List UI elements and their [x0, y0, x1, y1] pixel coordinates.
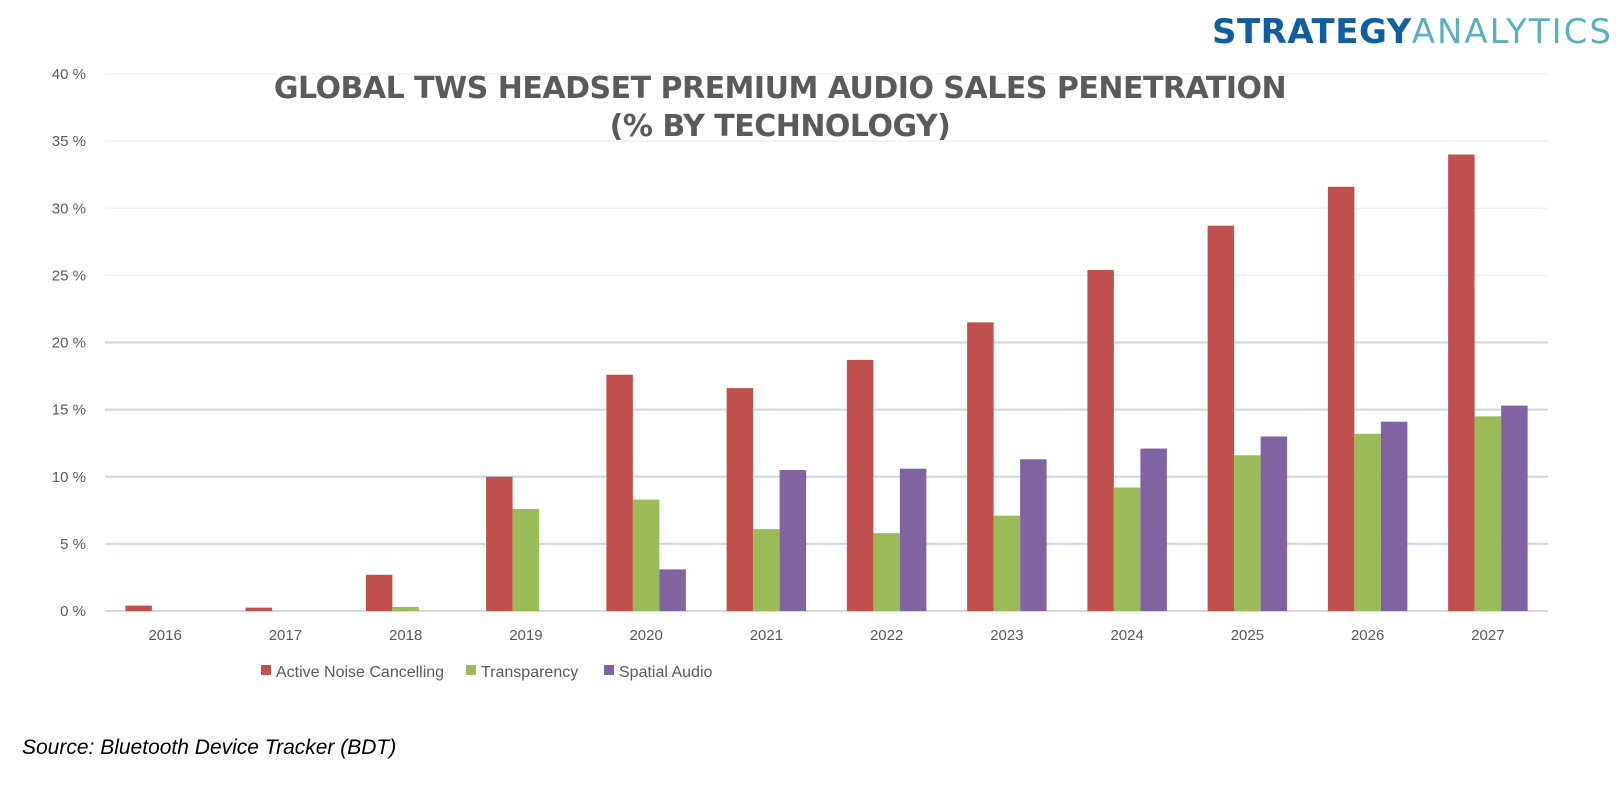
bar-transparency-2023	[993, 515, 1021, 611]
bar-active-noise-cancelling-2024	[1087, 270, 1114, 611]
bar-transparency-2020	[632, 499, 660, 611]
x-axis-ticks: 2016 2017 2018 2019 2020 2021 2022 2023 2024 2025…	[148, 627, 1504, 644]
bar-chart: 0 %5 %10 %15 %20 %25 %30 %35 %40 % 2016 2…	[52, 66, 1548, 681]
bar-active-noise-cancelling-2018	[365, 574, 393, 611]
y-tick-label: 15 %	[52, 402, 86, 419]
bar-transparency-2026	[1354, 433, 1381, 611]
bar-active-noise-cancelling-2023	[967, 322, 994, 611]
y-tick-label: 30 %	[52, 200, 86, 217]
chart-title-line1: GLOBAL TWS HEADSET PREMIUM AUDIO SALES P…	[273, 71, 1287, 106]
x-tick-label: 2026	[1351, 627, 1384, 644]
legend-swatch	[466, 665, 476, 675]
y-tick-label: 40 %	[52, 66, 86, 83]
legend-label: Active Noise Cancelling	[276, 664, 444, 681]
chart-title-line2: (% BY TECHNOLOGY)	[609, 109, 951, 144]
y-tick-label: 35 %	[52, 133, 86, 150]
chart-title: GLOBAL TWS HEADSET PREMIUM AUDIO SALES P…	[260, 70, 1300, 146]
x-tick-label: 2023	[990, 627, 1023, 644]
x-tick-label: 2024	[1110, 627, 1143, 644]
bar-active-noise-cancelling-2025	[1207, 225, 1235, 611]
bar-spatial-audio-2026	[1380, 421, 1408, 611]
bar-spatial-audio-2022	[899, 468, 927, 611]
y-tick-label: 0 %	[60, 603, 86, 620]
x-tick-label: 2016	[148, 627, 181, 644]
x-tick-label: 2019	[509, 627, 542, 644]
y-tick-label: 25 %	[52, 267, 86, 284]
bar-transparency-2024	[1113, 487, 1141, 611]
bar-transparency-2019	[512, 508, 540, 611]
logo-part-analytics: ANALYTICS	[1411, 12, 1613, 52]
x-tick-label: 2022	[870, 627, 903, 644]
bar-active-noise-cancelling-2021	[726, 388, 754, 611]
strategy-analytics-logo: STRATEGYANALYTICS	[1212, 12, 1613, 52]
bar-transparency-2022	[873, 533, 900, 611]
x-tick-label: 2020	[629, 627, 662, 644]
bar-spatial-audio-2027	[1501, 405, 1528, 611]
gridlines	[105, 73, 1548, 612]
x-tick-label: 2021	[750, 627, 783, 644]
legend-label: Spatial Audio	[619, 664, 713, 681]
bar-active-noise-cancelling-2020	[606, 374, 633, 611]
legend: Active Noise Cancelling Transparency Spati…	[261, 664, 713, 681]
bar-active-noise-cancelling-2022	[846, 359, 874, 611]
bar-transparency-2027	[1474, 416, 1502, 611]
legend-swatch	[261, 665, 271, 675]
bar-active-noise-cancelling-2017	[245, 607, 273, 611]
logo-part-strategy: STRATEGY	[1212, 12, 1412, 52]
bar-active-noise-cancelling-2016	[125, 605, 152, 611]
y-axis-ticks: 0 % 5 % 10 % 15 % 20 % 25 % 30 % 35 % 40 %	[52, 66, 86, 620]
x-tick-label: 2025	[1231, 627, 1264, 644]
y-tick-label: 20 %	[52, 335, 86, 352]
bar-spatial-audio-2025	[1260, 436, 1288, 611]
bar-active-noise-cancelling-2027	[1448, 154, 1475, 612]
bars	[125, 154, 1528, 612]
legend-swatch	[604, 665, 614, 675]
source-note: Source: Bluetooth Device Tracker (BDT)	[22, 736, 397, 759]
y-tick-label: 10 %	[52, 469, 86, 486]
x-tick-label: 2017	[269, 627, 302, 644]
legend-label: Transparency	[481, 664, 578, 681]
x-tick-label: 2027	[1471, 627, 1504, 644]
bar-transparency-2021	[753, 529, 780, 611]
bar-active-noise-cancelling-2019	[486, 476, 513, 611]
bar-spatial-audio-2020	[659, 569, 686, 611]
bar-transparency-2018	[392, 606, 419, 611]
bar-spatial-audio-2021	[779, 470, 807, 611]
bar-spatial-audio-2024	[1140, 448, 1167, 611]
bar-transparency-2025	[1234, 455, 1261, 611]
x-tick-label: 2018	[389, 627, 422, 644]
y-tick-label: 5 %	[60, 536, 86, 553]
bar-active-noise-cancelling-2026	[1327, 186, 1355, 611]
bar-spatial-audio-2023	[1020, 459, 1047, 611]
